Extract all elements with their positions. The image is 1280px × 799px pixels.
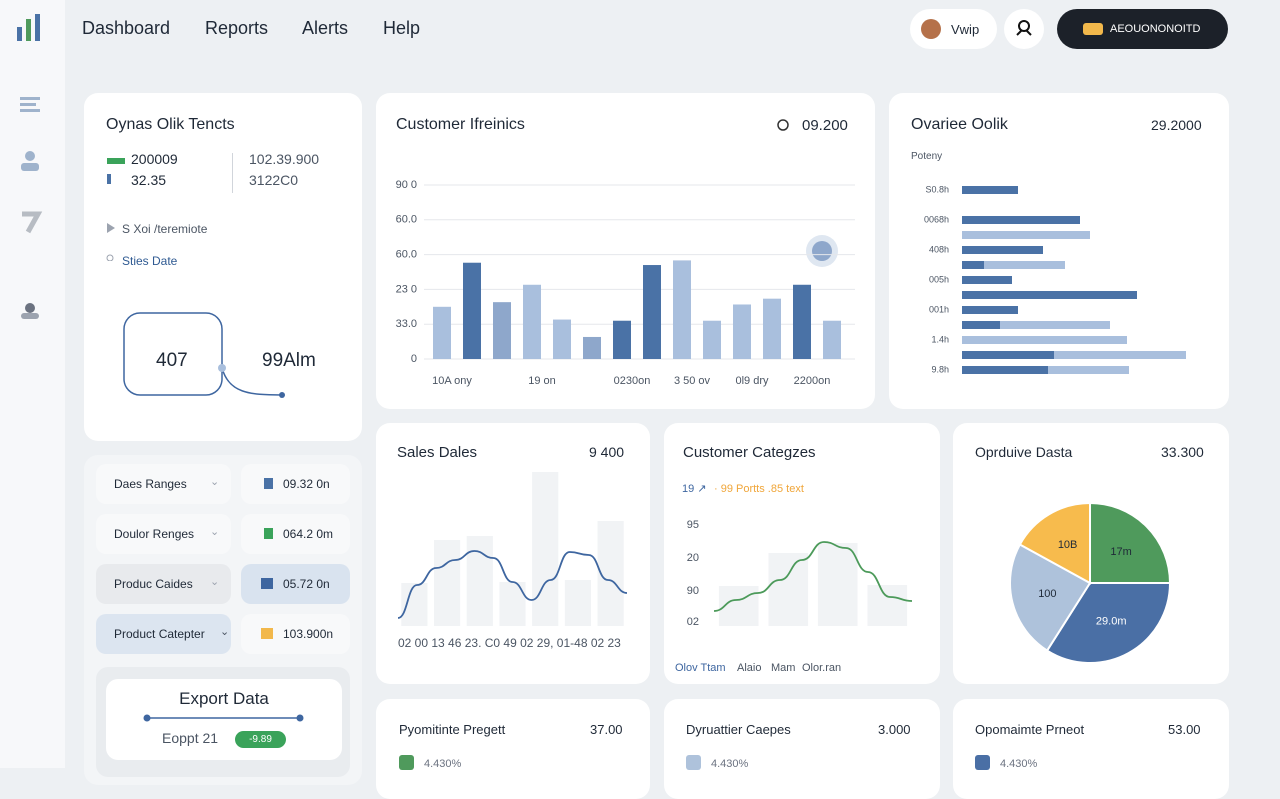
- stat-card: Opomaimte Prneot 53.00 4.430%: [953, 699, 1229, 799]
- chevron: ⌄: [210, 576, 220, 588]
- footer-label: Olov Ttam: [675, 662, 726, 674]
- list-item[interactable]: S Xoi /teremiote: [122, 222, 208, 236]
- icon: [1016, 20, 1032, 36]
- filter-value: 09.32 0n: [283, 477, 330, 491]
- list-item[interactable]: Sties Date: [122, 254, 178, 268]
- card-title: Oynas Olik Tencts: [106, 116, 235, 133]
- chart-card: Customer Categzes 19 ↗ · 99 Portts .85 t…: [664, 423, 940, 684]
- legend-entry: · 99 Portts .85 text: [714, 483, 804, 495]
- stat: 200009: [131, 151, 178, 167]
- chevron: ⌄: [220, 626, 230, 638]
- filter-icon: [264, 478, 273, 489]
- user-name: Vwip: [951, 22, 980, 37]
- card-title: Sales Dales: [397, 444, 478, 461]
- card-title: Oprduive Dasta: [975, 444, 1073, 460]
- card-title: Customer Ifreinics: [396, 116, 525, 133]
- divider: [232, 153, 233, 193]
- summary-card: Oynas Olik Tencts 200009 102.39.900 32.3…: [84, 93, 362, 441]
- chart-card: Ovariee Oolik 29.2000 Poteny: [889, 93, 1229, 409]
- card-value: 53.00: [1168, 722, 1201, 737]
- chip-label: 4.430%: [711, 758, 749, 770]
- filter-icon: [261, 628, 273, 639]
- filter-value: 103.900n: [283, 627, 334, 641]
- filter-label: Product Catepter: [114, 627, 205, 641]
- card-title: Opomaimte Prneot: [975, 722, 1085, 737]
- user-pill[interactable]: Vwip: [910, 9, 997, 49]
- filter-pill[interactable]: Product Catepter ⌄: [96, 614, 231, 654]
- chevron: ⌄: [210, 476, 220, 488]
- sidebar: [0, 0, 65, 768]
- chart-card: Oprduive Dasta 33.300: [953, 423, 1229, 684]
- icon-button[interactable]: [1004, 9, 1044, 49]
- card-value: 09.200: [802, 117, 848, 134]
- filter-value: 064.2 0m: [283, 527, 334, 541]
- chevron: ⌄: [210, 526, 220, 538]
- card-subtitle: Poteny: [911, 151, 943, 162]
- card-value: 37.00: [590, 722, 623, 737]
- card-title: Ovariee Oolik: [911, 116, 1008, 133]
- chart-card: Customer Ifreinics 09.200: [376, 93, 875, 409]
- footer-label: Mam: [771, 662, 796, 674]
- metric: 99Alm: [262, 350, 316, 371]
- filter-pill[interactable]: Doulor Renges ⌄: [96, 514, 231, 554]
- page: Dashboard Reports Alerts Help Vwip AEOUO…: [0, 0, 1229, 799]
- value-icon: [777, 119, 789, 131]
- avatar: [921, 19, 941, 39]
- stat: 3122C0: [249, 172, 299, 188]
- button-icon: [1083, 23, 1103, 35]
- filter-pill[interactable]: 05.72 0n: [241, 564, 350, 604]
- filter-pill[interactable]: 064.2 0m: [241, 514, 350, 554]
- legend-entry: 19 ↗: [682, 483, 707, 495]
- card-value: 9 400: [589, 444, 625, 460]
- x-axis-text: 02 00 13 46 23. C0 49 02 29, 01-48 02 23: [398, 636, 621, 650]
- card-value: 29.2000: [1151, 117, 1202, 133]
- export-label: Eoppt 21: [162, 730, 219, 746]
- chip-label: 4.430%: [424, 758, 462, 770]
- filter-label: Daes Ranges: [114, 477, 187, 491]
- chip-swatch: [399, 755, 414, 770]
- filter-pill[interactable]: Daes Ranges ⌄: [96, 464, 231, 504]
- sidebar-icons: [17, 14, 43, 319]
- metric: 407: [156, 350, 188, 371]
- export-title: Export Data: [179, 689, 269, 708]
- export-card: Export Data Eoppt 21 -9.89: [106, 679, 342, 760]
- nav-link[interactable]: Reports: [205, 18, 269, 38]
- nav-link[interactable]: Dashboard: [82, 18, 171, 38]
- filter-icon: [264, 528, 273, 539]
- action-button[interactable]: AEOUONONOITD: [1057, 9, 1228, 49]
- filters-panel: Daes Ranges ⌄ 09.32 0n Doulor Renges ⌄ 064…: [84, 455, 362, 785]
- stat-swatch: [107, 158, 125, 164]
- export-slider[interactable]: [106, 711, 342, 725]
- filter-label: Produc Caides: [114, 577, 193, 591]
- stat-card: Pyomitinte Pregett 37.00 4.430%: [376, 699, 650, 799]
- export-badge[interactable]: -9.89: [235, 731, 286, 748]
- nav-link[interactable]: Help: [383, 18, 421, 38]
- filter-pill[interactable]: 09.32 0n: [241, 464, 350, 504]
- stat: 102.39.900: [249, 151, 320, 167]
- chip-swatch: [686, 755, 701, 770]
- stat-icon: [107, 174, 111, 184]
- item-icons: [106, 223, 115, 261]
- card-title: Pyomitinte Pregett: [399, 722, 506, 737]
- footer-label: Olor.ran: [802, 662, 842, 674]
- filter-pill[interactable]: Produc Caides ⌄: [96, 564, 231, 604]
- card-value: 3.000: [878, 722, 911, 737]
- card-value: 33.300: [1161, 444, 1204, 460]
- chart-card: Sales Dales 9 400 02 00 13 46 23. C0 49 …: [376, 423, 650, 684]
- nav-link[interactable]: Alerts: [302, 18, 349, 38]
- button-label: AEOUONONOITD: [1110, 23, 1201, 35]
- filter-value: 05.72 0n: [283, 577, 330, 591]
- filter-pill[interactable]: 103.900n: [241, 614, 350, 654]
- metric-shape: [123, 312, 285, 398]
- chip-swatch: [975, 755, 990, 770]
- card-title: Dyruattier Caepes: [686, 722, 791, 737]
- card-title: Customer Categzes: [683, 444, 816, 461]
- filter-icon: [261, 578, 273, 589]
- chip-label: 4.430%: [1000, 758, 1038, 770]
- footer-label: Alaio: [737, 662, 762, 674]
- filter-label: Doulor Renges: [114, 527, 195, 541]
- export-panel: Export Data Eoppt 21 -9.89: [96, 667, 350, 777]
- stat-card: Dyruattier Caepes 3.000 4.430%: [664, 699, 940, 799]
- stat: 32.35: [131, 172, 167, 188]
